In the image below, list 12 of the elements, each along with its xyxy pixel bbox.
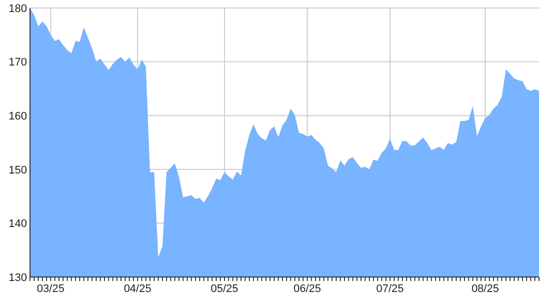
y-tick-label: 180 <box>8 2 27 15</box>
y-tick-label: 170 <box>8 56 27 69</box>
y-tick-label: 140 <box>8 218 27 230</box>
x-tick-label: 08/25 <box>471 283 499 295</box>
x-tick-label: 05/25 <box>210 283 238 295</box>
y-tick-label: 130 <box>8 272 27 284</box>
x-tick-label: 06/25 <box>293 283 322 295</box>
y-tick-label: 150 <box>8 164 27 176</box>
x-tick-label: 04/25 <box>124 283 152 295</box>
x-tick-label: 03/25 <box>36 283 64 295</box>
x-tick-label: 07/25 <box>376 283 404 295</box>
y-tick-label: 160 <box>8 110 27 122</box>
